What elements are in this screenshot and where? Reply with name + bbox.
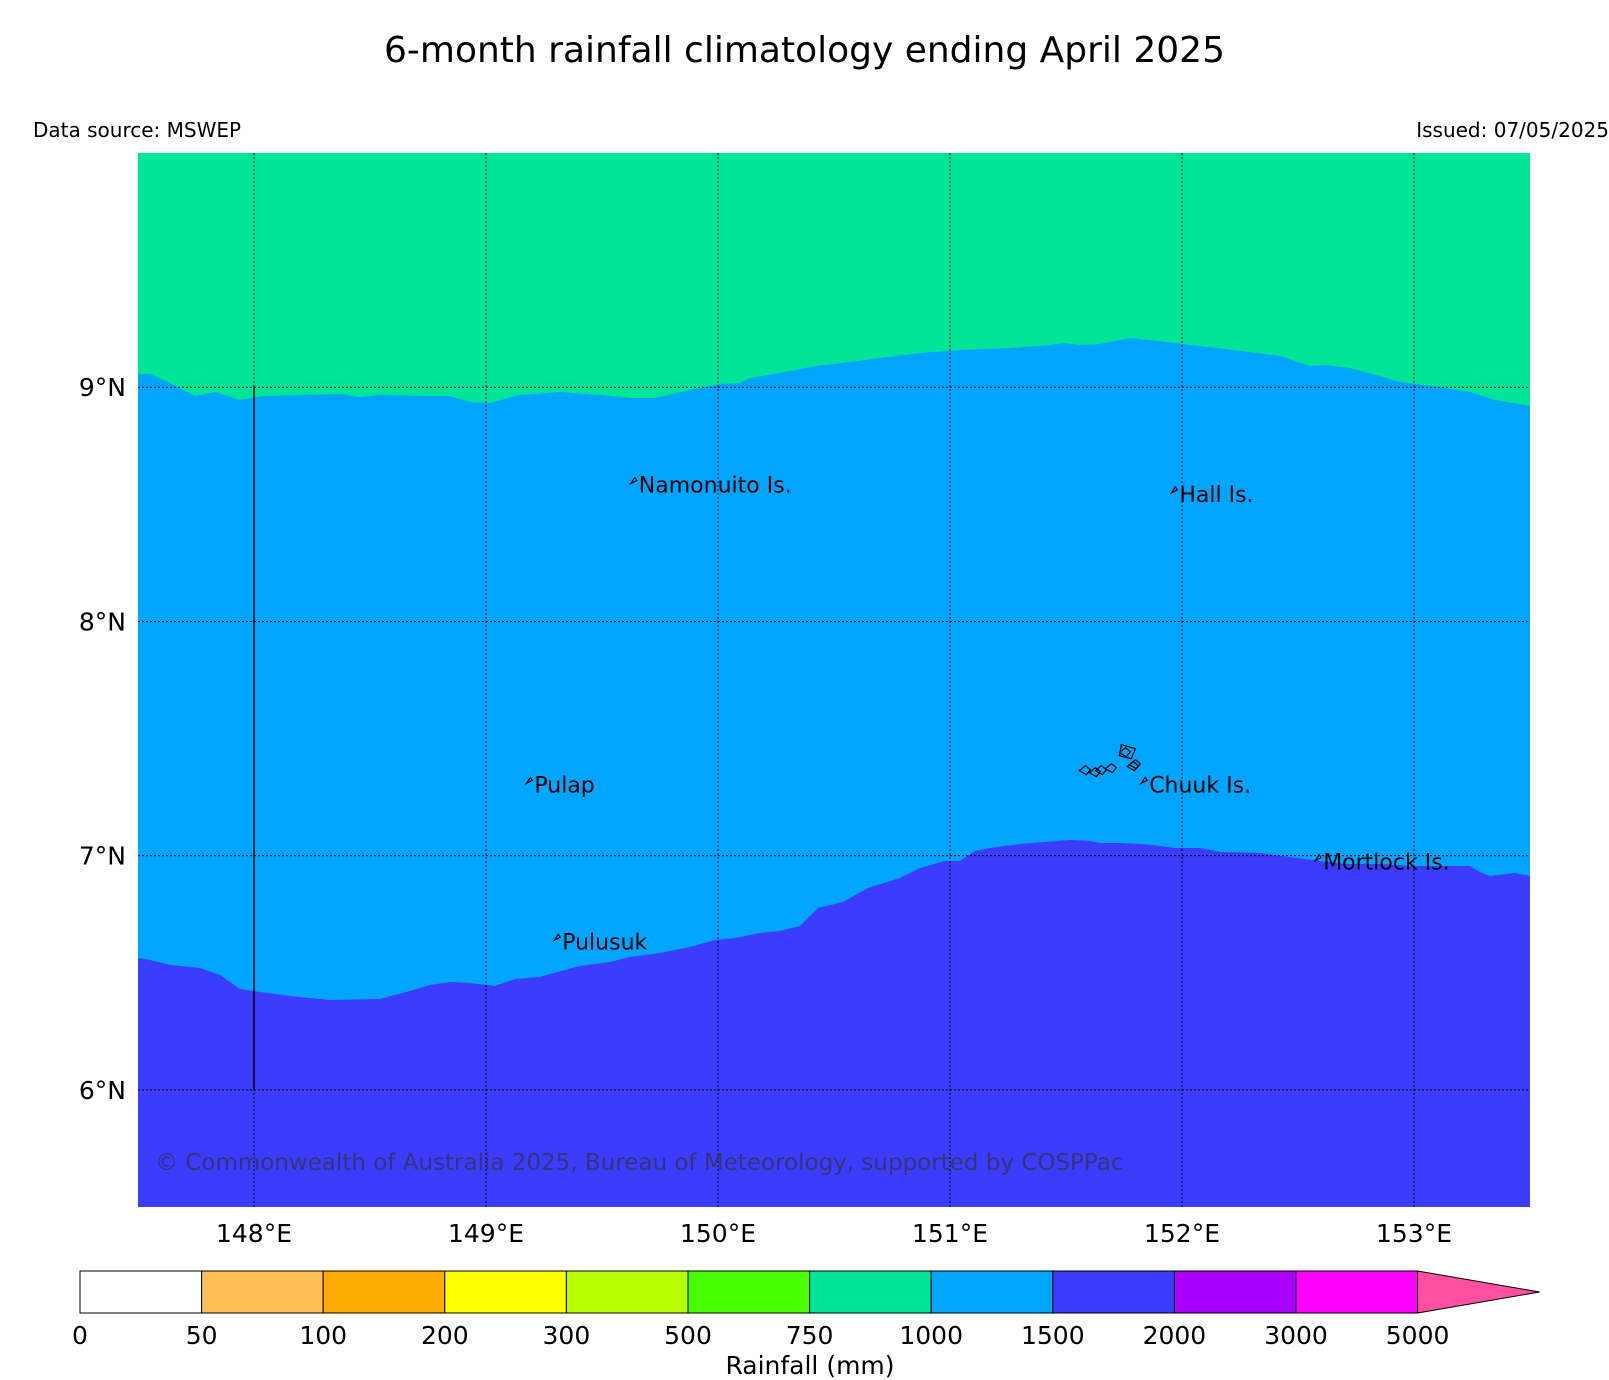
colorbar-bin: [1295, 1270, 1419, 1314]
colorbar-bin: [444, 1270, 567, 1314]
issued-date-label: Issued: 07/05/2025: [1416, 118, 1609, 142]
colorbar-bin: [565, 1270, 689, 1314]
colorbar-tick-label: 2000: [1143, 1321, 1207, 1350]
colorbar-tick-label: 1000: [899, 1321, 963, 1350]
copyright-notice: © Commonwealth of Australia 2025, Bureau…: [155, 1150, 1124, 1176]
lon-tick-label: 150°E: [680, 1219, 756, 1248]
zone-1500-2000: [138, 840, 1530, 1207]
colorbar-tick-label: 750: [786, 1321, 834, 1350]
lon-tick-label: 149°E: [448, 1219, 524, 1248]
colorbar-label: Rainfall (mm): [725, 1351, 894, 1380]
colorbar-bin: [1052, 1270, 1175, 1314]
colorbar-bin: [930, 1270, 1054, 1314]
place-label: Pulap: [534, 773, 594, 798]
lat-tick-label: 8°N: [79, 607, 126, 636]
place-label: Mortlock Is.: [1323, 851, 1449, 876]
island-outline: [1313, 853, 1323, 863]
colorbar-extend-arrow: [1417, 1270, 1540, 1314]
lon-tick-label: 152°E: [1144, 1219, 1220, 1248]
colorbar-tick-label: 0: [72, 1321, 88, 1350]
colorbar-bin: [322, 1270, 446, 1314]
island-outline: [1078, 764, 1092, 776]
colorbar-tick-label: 5000: [1386, 1321, 1450, 1350]
island-outline: [1088, 766, 1102, 778]
place-label: Hall Is.: [1179, 483, 1253, 508]
island-outline: [1139, 776, 1149, 785]
island-outline: [1118, 743, 1137, 760]
colorbar-bin: [79, 1270, 203, 1314]
map-layer: [138, 153, 1530, 1207]
island-outline: [552, 933, 562, 942]
lon-tick-label: 151°E: [912, 1219, 988, 1248]
place-label: Chuuk Is.: [1149, 773, 1251, 798]
colorbar-tick-label: 3000: [1264, 1321, 1328, 1350]
island-outline: [629, 476, 638, 486]
colorbar-tick-label: 1500: [1021, 1321, 1085, 1350]
colorbar-tick-label: 100: [299, 1321, 347, 1350]
island-outline: [1128, 758, 1142, 770]
place-label: Pulusuk: [562, 930, 647, 955]
lon-tick-label: 148°E: [216, 1219, 292, 1248]
lon-tick-label: 153°E: [1376, 1219, 1452, 1248]
lat-tick-label: 6°N: [79, 1076, 126, 1105]
island-outline: [1104, 762, 1118, 774]
label-layer: 148°E 149°E 150°E 151°E 152°E 153°E 6°N 7°N 8°N 9…: [79, 373, 1452, 1248]
map-title: 6-month rainfall climatology ending Apri…: [383, 30, 1225, 71]
colorbar-bin: [201, 1270, 324, 1314]
island-outline: [1094, 764, 1108, 776]
colorbar: 0 50 100 200 300 500 750 1000 1500 2000 3000 5000: [72, 1270, 1540, 1350]
colorbar-tick-label: 200: [421, 1321, 469, 1350]
colorbar-tick-label: 50: [186, 1321, 218, 1350]
colorbar-tick-label: 300: [543, 1321, 591, 1350]
lat-tick-label: 7°N: [79, 842, 126, 871]
data-source-label: Data source: MSWEP: [33, 118, 242, 142]
colorbar-tick-label: 500: [664, 1321, 712, 1350]
island-outline: [1169, 485, 1179, 495]
colorbar-bin: [687, 1270, 811, 1314]
lat-tick-label: 9°N: [79, 373, 126, 402]
colorbar-bin: [809, 1270, 932, 1314]
place-label: Namonuito Is.: [639, 474, 792, 499]
island-outline: [524, 776, 534, 785]
colorbar-bin: [1173, 1270, 1297, 1314]
island-outline: [1118, 746, 1132, 758]
